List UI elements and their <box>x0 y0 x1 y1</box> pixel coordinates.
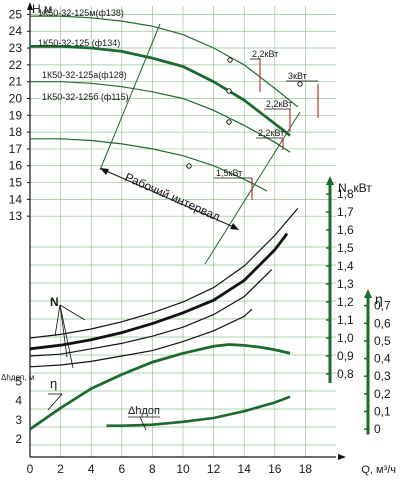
head-tick-label: 24 <box>9 24 23 38</box>
operating-range-arrowhead <box>230 223 239 230</box>
power-curve-pointer <box>59 304 86 321</box>
power-curve <box>29 269 273 357</box>
efficiency-marker-label: η <box>50 376 57 391</box>
npsh-tick-label: 3 <box>15 413 22 427</box>
head-curve-label: 1К50-32-125б (ф115) <box>42 92 129 102</box>
head-tick-label: 13 <box>9 209 23 223</box>
head-curve-label: 1К50-32-125м(ф138) <box>38 8 124 18</box>
power-curve-pointer <box>59 304 68 358</box>
x-tick-label: 14 <box>238 462 252 476</box>
head-curve <box>30 45 291 137</box>
power-tick-label: 1,6 <box>337 223 354 237</box>
x-tick-label: 6 <box>118 462 125 476</box>
operating-point-marker <box>227 57 233 63</box>
curves: 1К50-32-125м(ф138) 1К50-32-125 (ф134) 1К50… <box>29 8 299 431</box>
power-curve-pointer <box>59 304 74 369</box>
power-tick-label: 1,3 <box>337 277 354 291</box>
efficiency-tick-label: 0,5 <box>374 334 391 348</box>
motor-power-label: 2,2кВт <box>252 49 278 59</box>
head-axis-label: H,м <box>32 2 52 16</box>
head-tick-label: 17 <box>9 142 23 156</box>
efficiency-tick-label: 0,1 <box>374 405 391 419</box>
motor-power-label: 3кВт <box>288 71 307 81</box>
x-tick-label: 2 <box>57 462 64 476</box>
motor-power-label: 2,2кВт <box>258 128 284 138</box>
operating-range-arrowhead <box>100 168 109 175</box>
head-tick-label: 25 <box>9 7 23 21</box>
power-tick-label: 1,7 <box>337 205 354 219</box>
power-curve-marker-label: N <box>50 295 59 309</box>
npsh-pointer <box>139 416 147 431</box>
head-tick-label: 22 <box>9 58 23 72</box>
x-tick-label: 10 <box>176 462 190 476</box>
power-tick-label: 0,9 <box>337 349 354 363</box>
power-tick-label: 1,4 <box>337 259 354 273</box>
power-tick-label: 1,8 <box>337 187 354 201</box>
head-curve <box>30 81 291 153</box>
head-tick-label: 16 <box>9 159 23 173</box>
efficiency-axis-arrow <box>364 289 372 298</box>
head-curve <box>30 138 268 192</box>
head-tick-label: 18 <box>9 125 23 139</box>
npsh-tick-label: 2 <box>15 432 22 446</box>
efficiency-tick-label: 0 <box>374 422 381 436</box>
motor-power-label: 1,5кВт <box>216 168 242 178</box>
efficiency-axis-label: η <box>375 291 383 307</box>
head-tick-label: 15 <box>9 176 23 190</box>
efficiency-tick-label: 0,6 <box>374 316 391 330</box>
head-curve-label: 1К50-32-125 (ф134) <box>38 38 120 48</box>
head-tick-label: 19 <box>9 108 23 122</box>
power-tick-label: 1,5 <box>337 241 354 255</box>
power-curve <box>29 308 253 368</box>
operating-range-arrow <box>103 169 237 229</box>
efficiency-curve <box>29 343 291 431</box>
power-axis-label: N, кВт <box>338 181 372 195</box>
power-tick-label: 1,2 <box>337 295 354 309</box>
efficiency-tick-label: 0,4 <box>374 352 391 366</box>
head-tick-label: 21 <box>9 75 23 89</box>
power-curve <box>29 208 299 339</box>
axes: 0 2 4 6 8 10 12 14 16 18 Q, м³/ч131415161718192021… <box>1 2 396 476</box>
x-tick-label: 12 <box>207 462 221 476</box>
power-axis-arrow <box>326 176 334 185</box>
operating-point-marker <box>186 163 192 169</box>
head-tick-label: 23 <box>9 41 23 55</box>
x-tick-label: 16 <box>268 462 282 476</box>
operating-point-marker <box>226 88 232 94</box>
npsh-axis-label: Δhдоп, м <box>1 373 34 382</box>
head-tick-label: 14 <box>9 192 23 206</box>
x-tick-label: 8 <box>149 462 156 476</box>
power-tick-label: 1,1 <box>337 313 354 327</box>
operating-point-marker <box>297 81 303 87</box>
power-curve <box>29 232 289 351</box>
head-axis-arrow <box>27 2 33 10</box>
motor-power-label: 2,2кВт <box>266 99 292 109</box>
npsh-marker-label: Δhдоп <box>128 405 160 417</box>
power-tick-label: 1,0 <box>337 331 354 345</box>
head-curve-label: 1К50-32-125а(ф128) <box>42 70 127 80</box>
x-tick-label: 0 <box>27 462 34 476</box>
head-tick-label: 20 <box>9 91 23 105</box>
power-tick-label: 0,8 <box>337 367 354 381</box>
efficiency-tick-label: 0,2 <box>374 387 391 401</box>
x-axis-arrow <box>338 454 346 460</box>
npsh-curve <box>106 395 291 427</box>
x-tick-label: 4 <box>88 462 95 476</box>
npsh-tick-label: 4 <box>15 394 22 408</box>
power-curve-pointer <box>54 304 61 337</box>
x-axis-label: Q, м³/ч <box>361 464 396 476</box>
npsh-tick-label: 5 <box>15 374 22 388</box>
efficiency-tick-label: 0,7 <box>374 299 391 313</box>
operating-range-boundary <box>99 23 161 171</box>
x-tick-label: 18 <box>299 462 313 476</box>
efficiency-tick-label: 0,3 <box>374 369 391 383</box>
efficiency-pointer <box>47 393 63 411</box>
operating-point-marker <box>226 119 232 125</box>
